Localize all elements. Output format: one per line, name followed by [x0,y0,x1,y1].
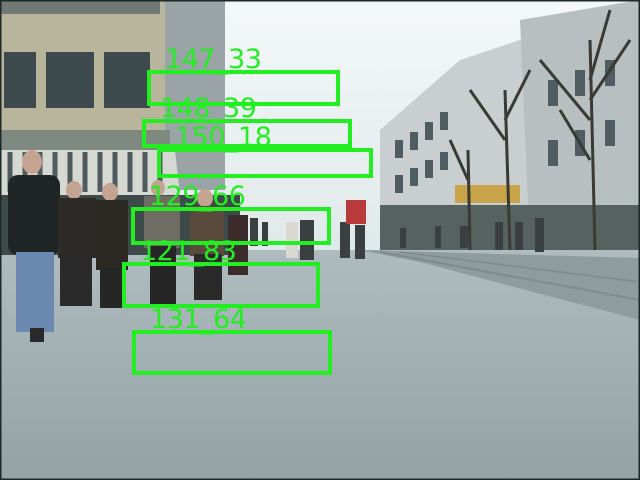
detection-label: 147_33 [165,44,262,75]
detection-box: 148_39 [142,95,352,148]
detection-box: 121_83 [122,238,320,308]
detection-label: 121_83 [140,236,237,267]
detection-label: 131_64 [150,304,247,335]
detection-box: 131_64 [132,306,332,375]
detection-box: 150_18 [157,124,373,178]
detection-box: 129_66 [131,183,331,245]
detection-label: 129_66 [149,181,246,212]
detection-label: 150_18 [175,122,272,153]
detection-box: 147_33 [147,46,340,106]
detection-label: 148_39 [160,93,257,124]
